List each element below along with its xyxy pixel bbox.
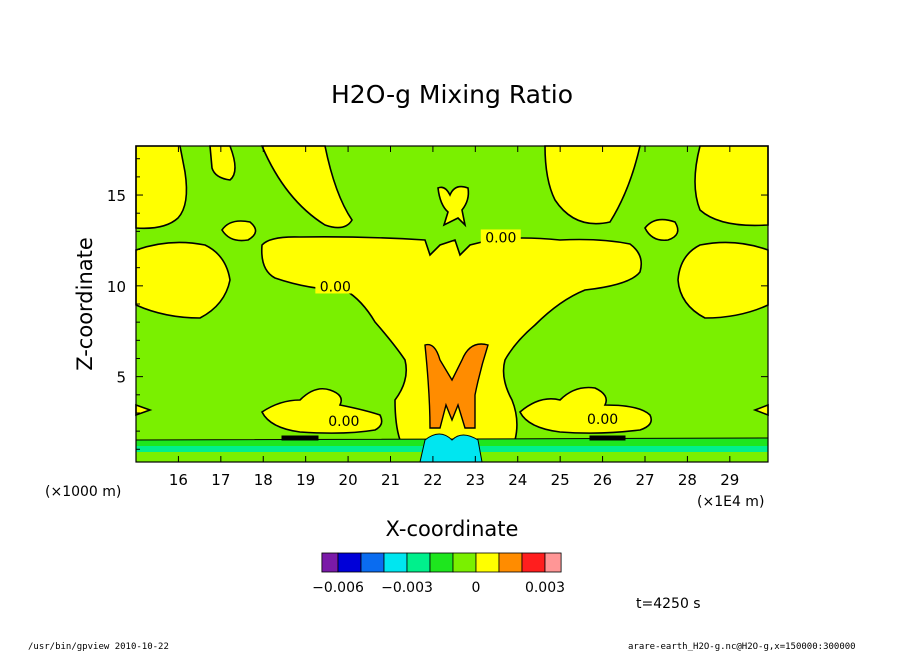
colorbar-tick-label: 0 — [472, 580, 481, 596]
region-small-right — [644, 218, 679, 242]
region-top-left-2 — [209, 145, 236, 181]
contour-label-bg — [582, 411, 623, 427]
contour-label-bg — [480, 229, 521, 245]
x-tick-label: 16 — [169, 471, 188, 489]
region-orange-core — [424, 343, 489, 429]
colorbar-swatch — [544, 552, 562, 573]
x-tick-label: 17 — [211, 471, 230, 489]
contour-label: 0.00 — [328, 414, 359, 430]
band-small-cyan-left — [281, 435, 319, 441]
colorbar-swatch — [337, 552, 362, 573]
x-unit-left: (×1000 m) — [45, 484, 121, 500]
surface-bands — [135, 433, 769, 463]
x-axis-label: X-coordinate — [386, 517, 519, 541]
band-small-cyan-right — [589, 435, 626, 441]
region-mid-left — [135, 241, 231, 319]
y-tick-label: 15 — [107, 187, 126, 205]
region-top-center-right — [544, 145, 642, 225]
colorbar-swatch — [406, 552, 431, 573]
contour-label: 0.00 — [485, 230, 516, 246]
contour-labels: 0.00 0.00 0.00 0.00 — [315, 229, 623, 430]
region-mid-right — [677, 241, 769, 319]
x-axis: 16 17 18 19 20 21 22 23 24 25 26 27 28 29 — [169, 146, 739, 489]
colorbar-swatch — [521, 552, 546, 573]
contour-label-bg — [315, 278, 356, 294]
x-tick-label: 19 — [296, 471, 315, 489]
plot-area: 0.00 0.00 0.00 0.00 — [135, 145, 769, 463]
y-axis-label: Z-coordinate — [73, 237, 97, 371]
colorbar-swatch — [498, 552, 523, 573]
colorbar-tick-label: 0.003 — [525, 580, 565, 596]
colorbar-tick-label: −0.003 — [381, 580, 433, 596]
colorbar-swatch — [452, 552, 477, 573]
colorbar-swatch — [321, 552, 339, 573]
footer-right: arare-earth_H2O-g.nc@H2O-g,x=150000:3000… — [628, 642, 856, 652]
colorbar-ticks: −0.006 −0.003 0 0.003 — [312, 580, 565, 596]
x-tick-label: 27 — [635, 471, 654, 489]
region-anvil — [260, 236, 643, 441]
time-annotation: t=4250 s — [636, 596, 701, 612]
region-top-right — [694, 145, 769, 227]
colorbar-swatch — [383, 552, 408, 573]
x-tick-label: 21 — [381, 471, 400, 489]
region-small-left — [221, 220, 257, 242]
y-axis: 5 10 15 — [107, 158, 768, 450]
positive-regions — [135, 145, 769, 441]
contour-label-bg — [323, 412, 364, 428]
colorbar-swatch — [475, 552, 500, 573]
band-cyan — [419, 433, 483, 463]
contour-label: 0.00 — [320, 279, 351, 295]
x-tick-label: 28 — [678, 471, 697, 489]
colorbar-swatch — [360, 552, 385, 573]
colorbar — [321, 552, 562, 573]
x-tick-label: 18 — [254, 471, 273, 489]
x-tick-label: 29 — [720, 471, 739, 489]
colorbar-swatch — [429, 552, 454, 573]
x-tick-label: 25 — [551, 471, 570, 489]
x-tick-label: 22 — [423, 471, 442, 489]
y-tick-label: 5 — [116, 369, 126, 387]
footer-left: /usr/bin/gpview 2010-10-22 — [28, 642, 169, 652]
x-unit-right: (×1E4 m) — [697, 494, 764, 510]
x-tick-label: 24 — [508, 471, 527, 489]
region-top-tower — [437, 185, 470, 228]
region-top-center-left — [260, 145, 353, 229]
x-tick-label: 23 — [466, 471, 485, 489]
colorbar-tick-label: −0.006 — [312, 580, 364, 596]
y-tick-label: 10 — [107, 278, 126, 296]
chart-title: H2O-g Mixing Ratio — [331, 80, 573, 109]
x-tick-label: 26 — [593, 471, 612, 489]
x-tick-label: 20 — [339, 471, 358, 489]
region-top-left — [135, 145, 188, 230]
contour-label: 0.00 — [587, 412, 618, 428]
